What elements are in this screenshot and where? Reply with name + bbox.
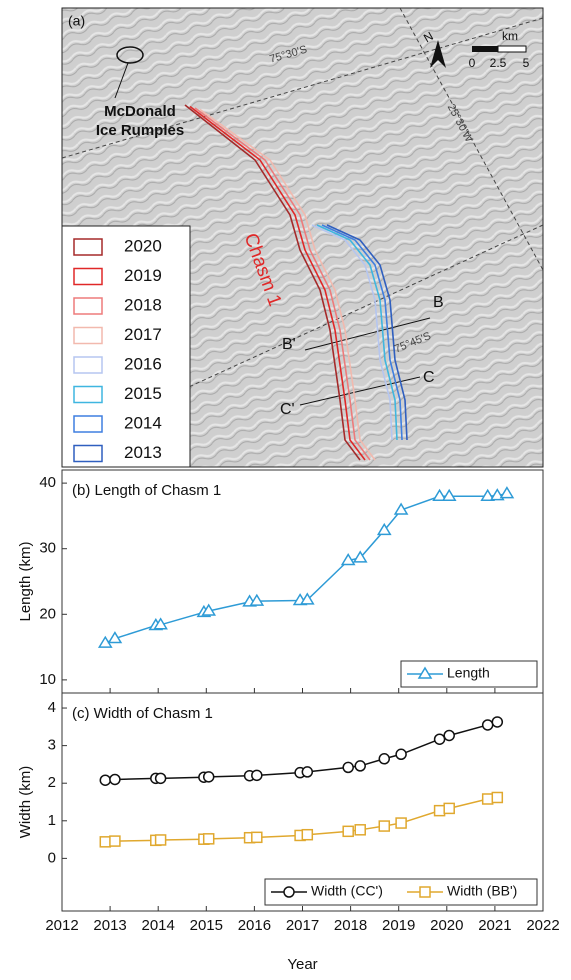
x-axis-title: Year — [287, 956, 317, 973]
marker — [343, 762, 353, 772]
y-tick-label: 10 — [39, 671, 56, 688]
marker — [156, 773, 166, 783]
legend-label: 2013 — [124, 443, 162, 462]
plot-frame — [62, 693, 543, 911]
marker — [444, 803, 454, 813]
panel-label: (a) — [68, 13, 85, 29]
x-tick-label: 2015 — [190, 917, 223, 934]
y-tick-label: 4 — [48, 699, 56, 716]
marker — [444, 730, 454, 740]
legend-label: 2019 — [124, 266, 162, 285]
marker — [100, 775, 110, 785]
y-axis-title: Length (km) — [17, 541, 34, 621]
marker — [492, 792, 502, 802]
marker — [156, 835, 166, 845]
panel-title: (c) Width of Chasm 1 — [72, 705, 213, 722]
scale-tick: 2.5 — [490, 56, 507, 70]
legend-label: 2017 — [124, 325, 162, 344]
x-tick-label: 2013 — [93, 917, 126, 934]
marker — [302, 830, 312, 840]
marker — [252, 770, 262, 780]
scale-tick: 5 — [523, 56, 530, 70]
legend-label: 2018 — [124, 295, 162, 314]
marker — [252, 832, 262, 842]
x-tick-label: 2014 — [142, 917, 175, 934]
x-tick-label: 2016 — [238, 917, 271, 934]
legend-label: 2016 — [124, 354, 162, 373]
marker — [483, 720, 493, 730]
scale-bar — [498, 46, 526, 52]
marker — [435, 734, 445, 744]
x-tick-label: 2018 — [334, 917, 367, 934]
marker — [396, 749, 406, 759]
marker — [355, 761, 365, 771]
profile-label: C — [423, 369, 435, 386]
marker — [492, 717, 502, 727]
profile-label: B — [433, 294, 444, 311]
x-tick-label: 2020 — [430, 917, 463, 934]
profile-label: C' — [280, 401, 295, 418]
x-tick-label: 2012 — [45, 917, 78, 934]
y-tick-label: 40 — [39, 474, 56, 491]
scale-unit: km — [502, 29, 518, 43]
marker — [379, 754, 389, 764]
y-tick-label: 1 — [48, 812, 56, 829]
panel-title: (b) Length of Chasm 1 — [72, 482, 221, 499]
y-tick-label: 0 — [48, 849, 56, 866]
legend-label: 2014 — [124, 413, 162, 432]
feature-label: Ice Rumples — [96, 122, 184, 139]
marker — [355, 825, 365, 835]
marker — [110, 836, 120, 846]
marker — [110, 774, 120, 784]
marker — [435, 806, 445, 816]
series-line — [105, 494, 507, 644]
scale-tick: 0 — [469, 56, 476, 70]
legend-label: Length — [447, 665, 490, 681]
y-tick-label: 30 — [39, 540, 56, 557]
legend-label: 2020 — [124, 236, 162, 255]
marker — [100, 837, 110, 847]
marker — [443, 490, 455, 500]
profile-label: B' — [282, 336, 296, 353]
feature-label: McDonald — [104, 103, 176, 120]
marker — [284, 887, 294, 897]
y-axis-title: Width (km) — [17, 766, 34, 839]
marker — [302, 767, 312, 777]
plot-frame — [62, 470, 543, 693]
x-tick-label: 2021 — [478, 917, 511, 934]
scale-bar — [472, 46, 498, 52]
x-tick-label: 2022 — [526, 917, 559, 934]
y-tick-label: 2 — [48, 774, 56, 791]
marker — [204, 772, 214, 782]
legend-label: 2015 — [124, 384, 162, 403]
figure: (a) McDonald Ice Rumples 75°30'S 75°45'S… — [0, 0, 571, 975]
marker — [501, 488, 513, 498]
marker — [204, 834, 214, 844]
marker — [483, 794, 493, 804]
legend-label: Width (CC') — [311, 883, 383, 899]
marker — [343, 826, 353, 836]
y-tick-label: 3 — [48, 737, 56, 754]
legend-label: Width (BB') — [447, 883, 517, 899]
marker — [420, 887, 430, 897]
marker — [396, 818, 406, 828]
x-tick-label: 2017 — [286, 917, 319, 934]
x-tick-label: 2019 — [382, 917, 415, 934]
y-tick-label: 20 — [39, 605, 56, 622]
marker — [379, 821, 389, 831]
